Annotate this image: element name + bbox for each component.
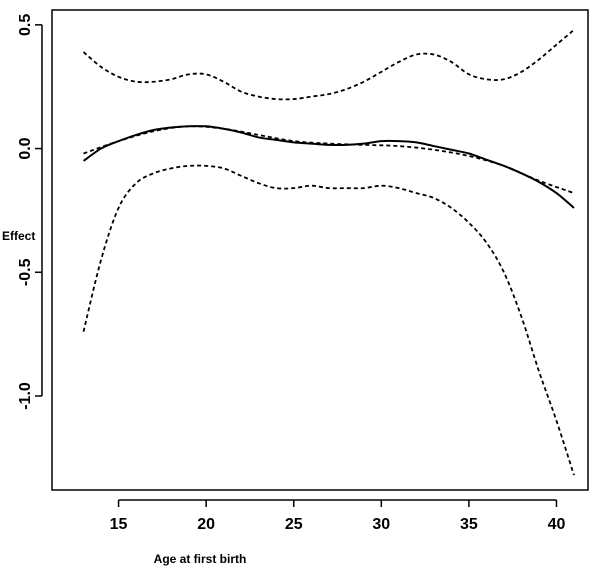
series-line-4 bbox=[82, 164, 575, 476]
y-tick-label: -1.0 bbox=[17, 382, 34, 410]
x-tick-label: 30 bbox=[372, 516, 390, 533]
plot-frame bbox=[51, 9, 589, 491]
x-tick-label: 25 bbox=[285, 516, 303, 533]
y-axis: -1.0 -0.5 0.0 0.5 bbox=[17, 14, 43, 410]
series-line-1 bbox=[82, 125, 575, 209]
series-layer bbox=[82, 29, 575, 476]
y-tick-label: 0.5 bbox=[17, 14, 34, 36]
y-axis-title: Effect bbox=[2, 229, 35, 243]
x-axis: 15 20 25 30 35 40 bbox=[110, 499, 566, 533]
y-tick-label: 0.0 bbox=[17, 137, 34, 159]
x-tick-label: 35 bbox=[460, 516, 478, 533]
series-line-3 bbox=[82, 29, 575, 101]
x-tick-label: 20 bbox=[197, 516, 215, 533]
y-tick-label: -0.5 bbox=[17, 258, 34, 286]
series-line-2 bbox=[83, 125, 575, 194]
x-tick-label: 40 bbox=[548, 516, 566, 533]
x-axis-title: Age at first birth bbox=[154, 552, 247, 566]
x-tick-label: 15 bbox=[110, 516, 128, 533]
